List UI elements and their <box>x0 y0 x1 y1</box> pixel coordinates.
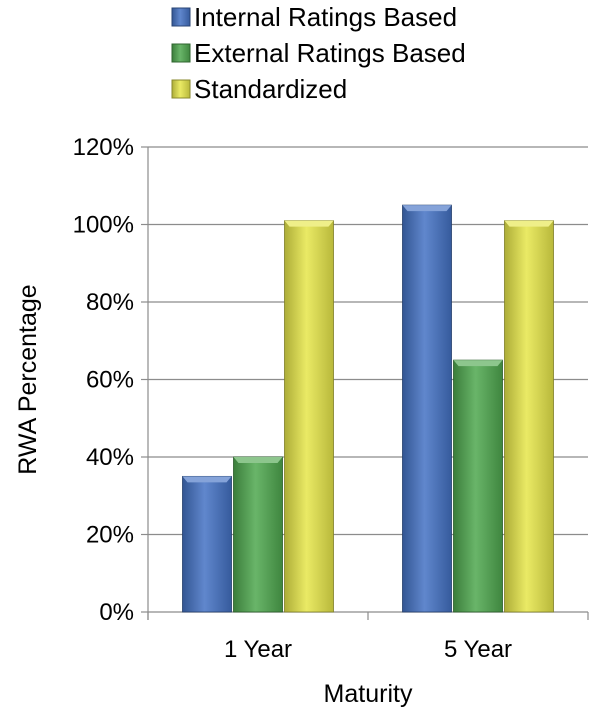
bar-top-bevel <box>233 457 283 463</box>
y-tick-label: 20% <box>86 522 134 549</box>
y-axis-title: RWA Percentage <box>14 284 42 474</box>
y-tick-label: 40% <box>86 444 134 471</box>
legend: Internal Ratings Based External Ratings B… <box>171 2 466 104</box>
legend-label: Standardized <box>194 74 347 104</box>
legend-label: Internal Ratings Based <box>194 2 457 32</box>
bar-top-bevel <box>453 360 503 367</box>
y-tick-label: 60% <box>86 367 134 394</box>
bar-top-bevel <box>284 220 334 227</box>
legend-swatch <box>171 43 191 63</box>
bar-top-bevel <box>504 220 554 227</box>
bar-top-bevel <box>402 205 452 212</box>
bar <box>453 359 503 613</box>
legend-label: External Ratings Based <box>194 38 466 68</box>
x-tick-label: 5 Year <box>444 636 512 663</box>
y-axis: 0% 20% 40% 60% 80% 100% 120% <box>73 134 149 626</box>
y-tick-label: 100% <box>73 212 134 239</box>
bar <box>402 204 452 613</box>
x-tick-label: 1 Year <box>224 636 292 663</box>
y-tick-label: 80% <box>86 289 134 316</box>
legend-swatch <box>171 7 191 27</box>
legend-swatch <box>171 79 191 99</box>
bars <box>182 204 554 613</box>
y-tick-label: 0% <box>99 599 134 626</box>
x-axis: 1 Year 5 Year <box>147 612 589 663</box>
bar <box>284 220 334 613</box>
bar <box>182 475 232 613</box>
bar <box>233 456 283 613</box>
x-axis-title: Maturity <box>324 680 413 708</box>
bar-top-bevel <box>182 476 232 483</box>
y-tick-label: 120% <box>73 134 134 161</box>
bar <box>504 220 554 613</box>
